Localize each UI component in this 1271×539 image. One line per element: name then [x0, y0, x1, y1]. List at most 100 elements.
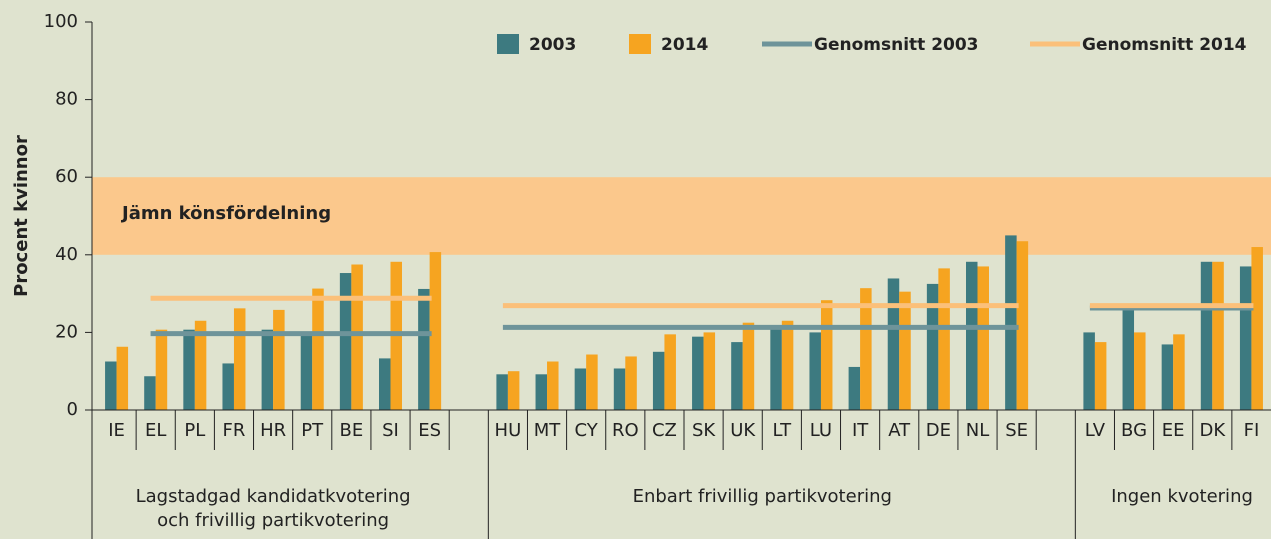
legend-label: Genomsnitt 2003: [814, 35, 979, 55]
bar: [351, 264, 363, 410]
bar: [613, 368, 626, 410]
bar: [860, 288, 872, 410]
bar: [770, 326, 782, 410]
x-tick-label: SK: [692, 420, 716, 441]
bar: [1212, 261, 1224, 410]
bar: [547, 361, 559, 410]
bar: [664, 334, 676, 410]
x-tick-label: IT: [852, 420, 869, 441]
x-tick-label: HU: [495, 420, 522, 441]
bar: [105, 361, 117, 410]
parity-band: [92, 177, 1271, 255]
x-tick-label: HR: [260, 420, 286, 441]
bar: [848, 366, 861, 410]
x-tick-label: BE: [339, 420, 363, 441]
bar: [966, 261, 978, 410]
bar: [261, 329, 274, 410]
x-tick-label: UK: [730, 420, 756, 441]
x-tick-label: LU: [810, 420, 832, 441]
bar: [1094, 342, 1107, 410]
bar: [938, 268, 950, 410]
group-label: Enbart frivillig partikvotering: [633, 486, 892, 507]
bar: [1122, 307, 1135, 410]
x-tick-label: EL: [145, 420, 166, 441]
bar: [233, 308, 246, 410]
x-tick-label: CY: [575, 420, 599, 441]
y-tick-label: 80: [55, 89, 78, 110]
bar: [586, 354, 598, 410]
bar: [535, 374, 548, 410]
x-tick-label: PT: [301, 420, 324, 441]
y-tick-label: 100: [44, 11, 78, 32]
bar: [899, 291, 911, 410]
bar: [926, 283, 939, 410]
bar: [731, 342, 743, 410]
x-tick-label: BG: [1121, 420, 1147, 441]
bar: [300, 335, 313, 410]
bar: [742, 322, 755, 410]
x-tick-label: SE: [1005, 420, 1028, 441]
group-label: och frivillig partikvotering: [157, 510, 389, 531]
x-tick-label: DK: [1199, 420, 1226, 441]
bar: [652, 351, 665, 410]
bar: [781, 320, 794, 410]
x-tick-label: DE: [926, 420, 951, 441]
bar: [273, 309, 285, 410]
x-tick-label: ES: [418, 420, 441, 441]
x-tick-label: NL: [966, 420, 990, 441]
y-tick-label: 60: [55, 166, 78, 187]
bar: [1173, 334, 1185, 410]
y-axis-label: Procent kvinnor: [11, 135, 32, 297]
bar: [312, 288, 324, 410]
x-tick-label: CZ: [652, 420, 677, 441]
bar: [155, 329, 168, 410]
bar: [1005, 235, 1017, 410]
band-label: Jämn könsfördelning: [120, 203, 331, 224]
bar: [1083, 332, 1095, 410]
x-tick-label: MT: [534, 420, 562, 441]
x-tick-label: LV: [1085, 420, 1106, 441]
bar: [1239, 266, 1252, 410]
x-tick-label: AT: [888, 420, 911, 441]
x-tick-label: FI: [1244, 420, 1260, 441]
x-tick-label: EE: [1162, 420, 1185, 441]
bar: [194, 320, 207, 410]
bar: [1016, 241, 1029, 410]
bar: [1134, 332, 1146, 410]
x-tick-label: FR: [223, 420, 246, 441]
legend-label: Genomsnitt 2014: [1082, 35, 1247, 55]
bar: [1200, 261, 1213, 410]
group-label: Lagstadgad kandidatkvotering: [136, 486, 411, 507]
x-tick-label: SI: [382, 420, 399, 441]
bar: [116, 346, 129, 410]
y-tick-label: 40: [55, 244, 78, 265]
bar: [222, 363, 234, 410]
bar: [144, 376, 156, 410]
bar: [625, 356, 637, 410]
bar: [339, 273, 352, 410]
bar: [692, 336, 704, 410]
bar: [379, 358, 391, 410]
group-label: Ingen kvotering: [1111, 486, 1253, 507]
legend-label: 2014: [661, 35, 708, 55]
bar: [703, 332, 716, 410]
bar: [1161, 344, 1174, 410]
x-tick-label: RO: [612, 420, 639, 441]
legend-swatch: [629, 34, 651, 54]
x-tick-label: IE: [108, 420, 125, 441]
bar: [977, 266, 989, 410]
bar: [887, 278, 900, 410]
y-tick-label: 0: [67, 399, 78, 420]
legend-label: 2003: [529, 35, 576, 55]
bar: [496, 374, 508, 410]
bar: [183, 329, 195, 410]
bar: [1251, 247, 1263, 410]
bar: [418, 288, 430, 410]
bar: [507, 371, 520, 410]
bar: [820, 300, 833, 410]
legend-swatch: [497, 34, 519, 54]
bar: [574, 368, 587, 410]
x-tick-label: PL: [184, 420, 205, 441]
bar: [429, 252, 442, 410]
